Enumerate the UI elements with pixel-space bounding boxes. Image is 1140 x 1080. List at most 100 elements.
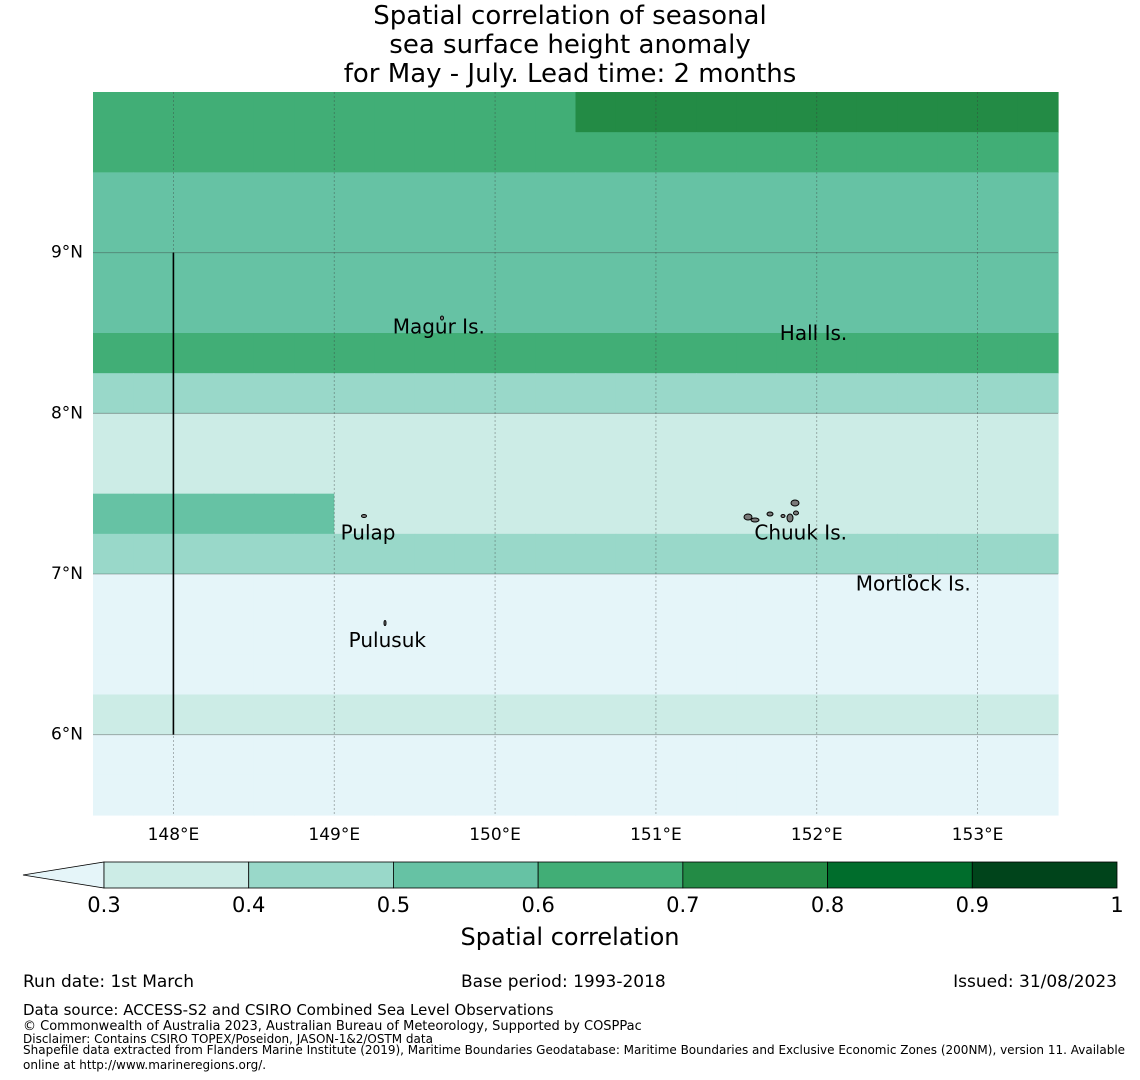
heatmap-cell	[253, 694, 295, 736]
heatmap-cell	[696, 533, 737, 575]
heatmap-cell	[93, 132, 134, 173]
heatmap-cell	[977, 614, 1019, 655]
heatmap-cell	[294, 292, 335, 334]
heatmap-cell	[374, 614, 416, 655]
heatmap-cell	[334, 132, 376, 173]
heatmap-cell	[454, 614, 496, 655]
heatmap-cell	[897, 774, 938, 816]
heatmap-cell	[776, 574, 818, 615]
heatmap-cell	[454, 734, 496, 776]
heatmap-cell	[253, 292, 295, 334]
heatmap-cell	[93, 734, 134, 776]
heatmap-cell	[937, 172, 979, 214]
heatmap-cell	[414, 774, 456, 816]
heatmap-cell	[937, 292, 979, 334]
heatmap-cell	[937, 413, 979, 455]
heatmap-cell	[615, 774, 657, 816]
heatmap-cell	[696, 172, 737, 214]
heatmap-cell	[816, 774, 858, 816]
heatmap-cell	[937, 614, 979, 655]
heatmap-cell	[615, 574, 657, 615]
heatmap-cell	[856, 654, 898, 696]
heatmap-cell	[93, 172, 134, 214]
x-tick-label: 150°E	[469, 825, 521, 845]
heatmap-cell	[696, 734, 737, 776]
heatmap-cell	[1017, 734, 1059, 776]
heatmap-cell	[414, 533, 456, 575]
heatmap-cell	[977, 574, 1019, 615]
place-label: Hall Is.	[780, 321, 847, 345]
heatmap-cell	[776, 654, 818, 696]
heatmap-cell	[334, 574, 376, 615]
heatmap-cell	[856, 172, 898, 214]
disclaimer: Disclaimer: Contains CSIRO TOPEX/Poseido…	[23, 1032, 433, 1046]
heatmap-cell	[615, 292, 657, 334]
heatmap-cell	[615, 694, 657, 736]
heatmap-cell	[374, 574, 416, 615]
heatmap-cell	[1017, 574, 1059, 615]
heatmap-cell	[374, 252, 416, 294]
heatmap-cell	[736, 734, 778, 776]
heatmap-cell	[495, 654, 536, 696]
x-axis-ticks: 148°E 149°E 150°E 151°E 152°E 153°E	[148, 825, 1004, 845]
heatmap-cell	[414, 453, 456, 495]
heatmap-cell	[897, 172, 938, 214]
heatmap-cell	[173, 292, 215, 334]
heatmap-cell	[173, 453, 215, 495]
heatmap-cell	[615, 92, 657, 133]
heatmap-cell	[575, 333, 617, 374]
heatmap-cell	[253, 172, 295, 214]
y-tick-label: 7°N	[51, 564, 83, 584]
colorbar-extend-triangle	[22, 861, 105, 889]
x-tick-label: 152°E	[791, 825, 843, 845]
heatmap-cell	[816, 373, 858, 414]
heatmap-cell	[977, 654, 1019, 696]
heatmap-cell	[736, 614, 778, 655]
heatmap-cell	[816, 453, 858, 495]
heatmap-cell	[655, 694, 697, 736]
heatmap-cell	[334, 373, 376, 414]
heatmap-cell	[977, 333, 1019, 374]
heatmap-cell	[655, 212, 697, 254]
y-tick-label: 6°N	[51, 725, 83, 745]
heatmap-cell	[173, 654, 215, 696]
heatmap-cell	[736, 212, 778, 254]
base-period: Base period: 1993-2018	[461, 972, 666, 992]
heatmap-cell	[615, 212, 657, 254]
heatmap-cell	[535, 493, 577, 535]
heatmap-cell	[294, 252, 335, 294]
heatmap-cell	[937, 92, 979, 133]
heatmap-cell	[133, 614, 175, 655]
heatmap-cell	[334, 533, 376, 575]
heatmap-cell	[213, 252, 255, 294]
heatmap-cell	[655, 92, 697, 133]
heatmap-cell	[937, 694, 979, 736]
heatmap-cell	[133, 252, 175, 294]
heatmap-cell	[977, 774, 1019, 816]
heatmap-cell	[977, 373, 1019, 414]
heatmap-cell	[535, 373, 577, 414]
heatmap-cell	[977, 92, 1019, 133]
heatmap-cell	[93, 493, 134, 535]
heatmap-cell	[374, 212, 416, 254]
heatmap-cell	[414, 574, 456, 615]
heatmap-cell	[696, 493, 737, 535]
heatmap-cell	[334, 774, 376, 816]
heatmap-cell	[294, 92, 335, 133]
heatmap-cell	[213, 132, 255, 173]
heatmap-cell	[1017, 252, 1059, 294]
heatmap-cell	[1017, 373, 1059, 414]
heatmap-cell	[1017, 694, 1059, 736]
heatmap-cell	[696, 292, 737, 334]
heatmap-cell	[294, 333, 335, 374]
heatmap-cell	[655, 373, 697, 414]
title-line-3: for May - July. Lead time: 2 months	[343, 59, 797, 89]
heatmap-cell	[897, 333, 938, 374]
heatmap-cell	[414, 413, 456, 455]
heatmap-cell	[374, 694, 416, 736]
map-features	[172, 252, 912, 735]
heatmap-cell	[374, 333, 416, 374]
heatmap-cell	[615, 172, 657, 214]
heatmap-cell	[937, 373, 979, 414]
heatmap-cell	[856, 774, 898, 816]
